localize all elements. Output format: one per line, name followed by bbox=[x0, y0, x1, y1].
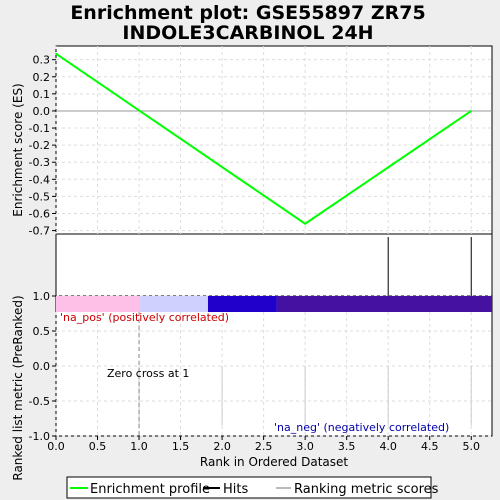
hits-panel bbox=[55, 233, 493, 297]
hits bbox=[55, 237, 472, 296]
xtick-label-8: 4.0 bbox=[379, 440, 397, 453]
zero-cross-label: Zero cross at 1 bbox=[107, 367, 189, 380]
es-ytick-label-10: -0.7 bbox=[29, 225, 50, 238]
x-axis-label: Rank in Ordered Dataset bbox=[200, 455, 348, 469]
rank-color-bar bbox=[56, 296, 492, 312]
xtick-label-10: 5.0 bbox=[462, 440, 480, 453]
xtick-label-4: 2.0 bbox=[213, 440, 231, 453]
negative-correlation-label: 'na_neg' (negatively correlated) bbox=[274, 421, 449, 434]
rank-bar-segment-2 bbox=[207, 296, 277, 312]
metric-ytick-label-3: -0.5 bbox=[29, 395, 50, 408]
xtick-label-7: 3.5 bbox=[338, 440, 356, 453]
xtick-label-6: 3.0 bbox=[296, 440, 314, 453]
es-ytick-label-8: -0.5 bbox=[29, 190, 50, 203]
rank-bar-segment-3 bbox=[276, 296, 492, 312]
xtick-label-9: 4.5 bbox=[421, 440, 439, 453]
metric-ytick-label-4: -1.0 bbox=[29, 430, 50, 443]
metric-y-ticks: 1.0 0.5 0.0 -0.5 -1.0 bbox=[29, 290, 56, 443]
es-panel bbox=[55, 45, 493, 235]
metric-ytick-label-0: 1.0 bbox=[33, 290, 51, 303]
xtick-label-0: 0.0 bbox=[47, 440, 65, 453]
es-y-axis-label: Enrichment score (ES) bbox=[11, 83, 25, 216]
xtick-label-1: 0.5 bbox=[89, 440, 107, 453]
es-point-0-0 bbox=[55, 52, 57, 55]
xtick-label-5: 2.5 bbox=[255, 440, 273, 453]
legend: Enrichment profile Hits Ranking metric s… bbox=[66, 476, 439, 499]
plot-title-line2: INDOLE3CARBINOL 24H bbox=[122, 22, 373, 44]
es-ytick-label-2: 0.1 bbox=[33, 88, 51, 101]
legend-box bbox=[66, 476, 432, 499]
es-point-0-1 bbox=[304, 222, 306, 225]
legend-label-enrichment-profile: Enrichment profile bbox=[90, 482, 210, 497]
es-ytick-label-5: -0.2 bbox=[29, 139, 50, 152]
xtick-label-3: 1.5 bbox=[172, 440, 190, 453]
legend-label-ranking-metric-scores: Ranking metric scores bbox=[294, 482, 439, 497]
plot-title-line1: Enrichment plot: GSE55897 ZR75 bbox=[70, 2, 425, 24]
es-ytick-label-0: 0.3 bbox=[33, 54, 51, 67]
es-ytick-label-4: -0.1 bbox=[29, 122, 50, 135]
metric-ytick-label-1: 0.5 bbox=[33, 325, 51, 338]
xtick-label-2: 1.0 bbox=[130, 440, 148, 453]
es-point-0-2 bbox=[470, 110, 473, 112]
es-grid bbox=[55, 46, 492, 234]
ranking-metric-scores bbox=[138, 312, 472, 436]
es-ytick-label-9: -0.6 bbox=[29, 207, 50, 220]
x-ticks: 0.0 0.5 1.0 1.5 2.0 2.5 3.0 3.5 4.0 4.5 5.0 bbox=[47, 436, 480, 453]
es-ytick-label-1: 0.2 bbox=[33, 71, 51, 84]
rank-bar-segment-1 bbox=[139, 296, 208, 312]
es-ytick-label-3: 0.0 bbox=[33, 105, 51, 118]
es-ytick-label-7: -0.4 bbox=[29, 173, 50, 186]
legend-label-hits: Hits bbox=[223, 482, 248, 497]
positive-correlation-label: 'na_pos' (positively correlated) bbox=[60, 311, 229, 324]
es-y-ticks: 0.3 0.2 0.1 0.0 -0.1 -0.2 -0.3 -0.4 -0.5 -0.6 -0.7 bbox=[29, 54, 56, 238]
metric-y-axis-label: Ranked list metric (PreRanked) bbox=[11, 295, 25, 480]
enrichment-profile bbox=[55, 52, 473, 225]
es-ytick-label-6: -0.3 bbox=[29, 156, 50, 169]
metric-ytick-label-2: 0.0 bbox=[33, 360, 51, 373]
rank-bar-segment-0 bbox=[56, 296, 140, 312]
